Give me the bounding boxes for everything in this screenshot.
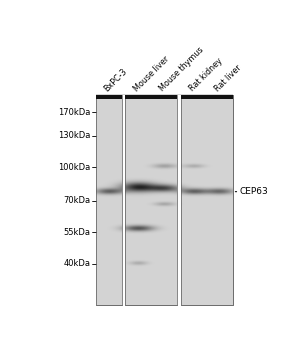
Text: BxPC-3: BxPC-3 — [103, 67, 129, 93]
Text: Rat liver: Rat liver — [213, 63, 243, 93]
Bar — [96, 94, 122, 305]
Text: CEP63: CEP63 — [240, 187, 269, 196]
Text: 40kDa: 40kDa — [63, 259, 90, 268]
Bar — [181, 94, 233, 99]
Text: Mouse liver: Mouse liver — [132, 54, 171, 93]
Bar — [96, 94, 122, 305]
Bar — [96, 94, 122, 99]
Bar — [125, 94, 177, 305]
Bar — [181, 94, 233, 305]
Text: Rat kidney: Rat kidney — [187, 56, 224, 93]
Text: 55kDa: 55kDa — [63, 228, 90, 237]
Bar — [96, 94, 122, 99]
Text: 130kDa: 130kDa — [58, 131, 90, 140]
Bar — [96, 94, 122, 305]
Text: 170kDa: 170kDa — [58, 108, 90, 117]
Bar — [125, 94, 177, 305]
Bar — [125, 94, 177, 305]
Bar — [181, 94, 233, 305]
Bar — [177, 94, 181, 305]
Text: 70kDa: 70kDa — [63, 196, 90, 205]
Bar — [125, 94, 177, 99]
Bar — [181, 94, 233, 99]
Bar — [181, 94, 233, 305]
Text: Mouse thymus: Mouse thymus — [158, 46, 206, 93]
Bar — [125, 94, 177, 99]
Bar — [122, 94, 125, 305]
Text: 100kDa: 100kDa — [58, 162, 90, 172]
